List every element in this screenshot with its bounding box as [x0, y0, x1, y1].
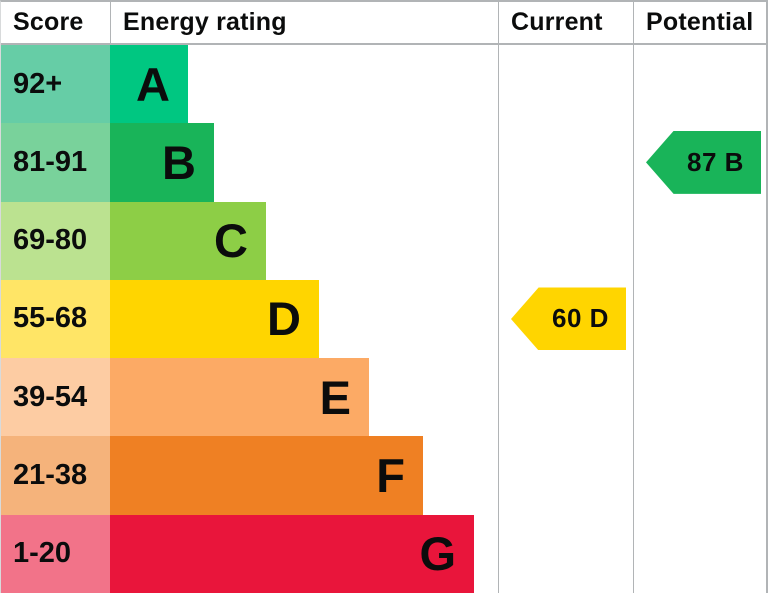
score-range-c: 69-80 [1, 201, 110, 280]
score-range-g: 1-20 [1, 514, 110, 593]
current-cell-c [498, 201, 633, 280]
band-row-b: 81-91 B 87 B [1, 123, 766, 202]
band-bar-f: F [110, 436, 423, 515]
band-row-e: 39-54 E [1, 358, 766, 437]
header-score: Score [13, 8, 84, 36]
band-bar-a: A [110, 45, 188, 124]
band-row-a: 92+ A [1, 45, 766, 124]
current-cell-g [498, 514, 633, 593]
current-cell-f [498, 436, 633, 515]
band-row-g: 1-20 G [1, 514, 766, 593]
header-energy-rating: Energy rating [110, 2, 498, 43]
potential-cell-a [633, 45, 766, 124]
band-bar-b: B [110, 123, 214, 202]
current-cell-b [498, 123, 633, 202]
chart-header-row: Score Energy rating Current Potential [1, 2, 766, 45]
current-cell-d: 60 D [498, 279, 633, 359]
band-row-f: 21-38 F [1, 436, 766, 515]
score-range-d: 55-68 [1, 279, 110, 359]
potential-cell-e [633, 358, 766, 437]
header-current: Current [498, 2, 633, 43]
band-row-d: 55-68 D 60 D [1, 279, 766, 359]
current-cell-e [498, 358, 633, 437]
score-range-a: 92+ [1, 45, 110, 124]
potential-cell-g [633, 514, 766, 593]
potential-cell-c [633, 201, 766, 280]
score-range-f: 21-38 [1, 436, 110, 515]
band-bar-d: D [110, 279, 319, 359]
chart-body: 92+ A 81-91 B 87 B 69-80 C [1, 45, 766, 593]
band-bar-e: E [110, 358, 369, 437]
band-row-c: 69-80 C [1, 201, 766, 280]
potential-cell-b: 87 B [633, 123, 766, 202]
band-bar-g: G [110, 514, 474, 593]
current-rating-arrow: 60 D [511, 287, 626, 351]
potential-cell-d [633, 279, 766, 359]
header-potential: Potential [633, 2, 766, 43]
potential-cell-f [633, 436, 766, 515]
potential-rating-arrow: 87 B [646, 130, 761, 194]
score-range-e: 39-54 [1, 358, 110, 437]
score-range-b: 81-91 [1, 123, 110, 202]
current-cell-a [498, 45, 633, 124]
band-bar-c: C [110, 201, 266, 280]
